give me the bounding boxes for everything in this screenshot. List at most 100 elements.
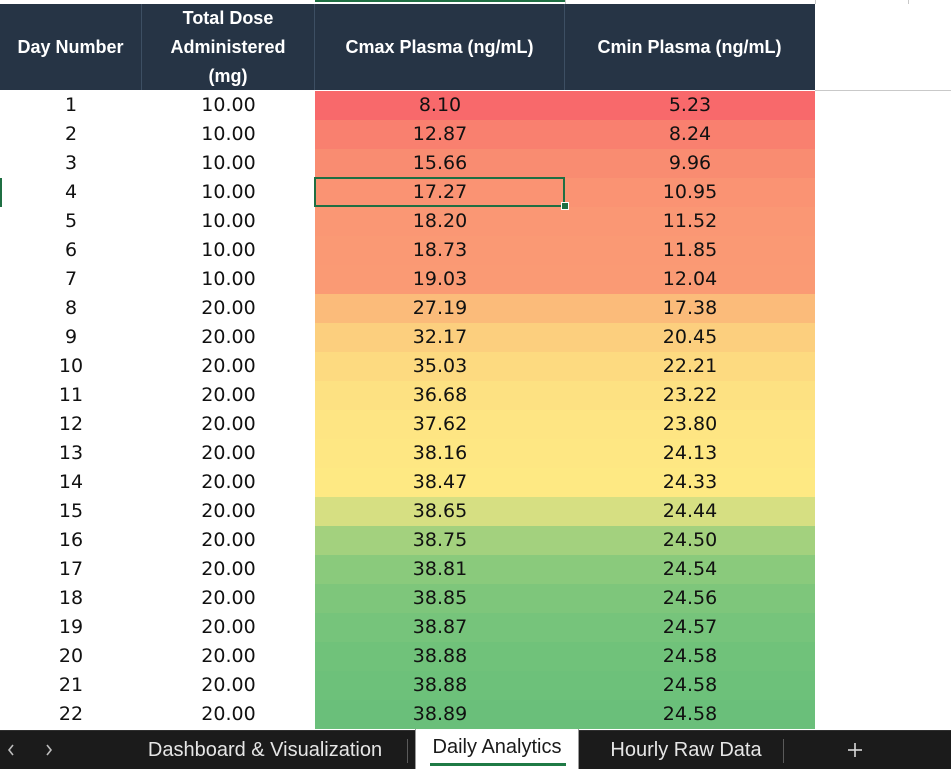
cell-day-number[interactable]: 15 <box>58 500 84 522</box>
cell-cmin-plasma[interactable]: 5.23 <box>565 91 815 120</box>
cell-cmin-plasma[interactable]: 10.95 <box>565 178 815 207</box>
cell-cmax-plasma[interactable]: 38.88 <box>315 642 565 671</box>
cell-day-number[interactable]: 3 <box>64 152 78 174</box>
cell-cmax-plasma[interactable]: 19.03 <box>315 265 565 294</box>
cell-total-dose[interactable]: 20.00 <box>201 442 256 464</box>
cell-cmin-plasma[interactable]: 11.85 <box>565 236 815 265</box>
cell-day-number[interactable]: 2 <box>64 123 78 145</box>
chevron-right-icon[interactable] <box>38 731 60 769</box>
cell-cmin-plasma[interactable]: 24.58 <box>565 700 815 729</box>
cell-cmin-plasma[interactable]: 20.45 <box>565 323 815 352</box>
cell-cmax-plasma[interactable]: 32.17 <box>315 323 565 352</box>
cell-cmin-plasma[interactable]: 17.38 <box>565 294 815 323</box>
cell-day-number[interactable]: 14 <box>58 471 84 493</box>
cell-total-dose[interactable]: 20.00 <box>201 500 256 522</box>
cell-cmin-plasma[interactable]: 24.33 <box>565 468 815 497</box>
cell-total-dose[interactable]: 20.00 <box>201 674 256 696</box>
cell-total-dose[interactable]: 20.00 <box>201 471 256 493</box>
cell-cmax-plasma[interactable]: 36.68 <box>315 381 565 410</box>
cell-cmax-plasma[interactable]: 38.88 <box>315 671 565 700</box>
cell-total-dose[interactable]: 20.00 <box>201 413 256 435</box>
cell-day-number[interactable]: 11 <box>58 384 84 406</box>
cell-cmin-plasma[interactable]: 23.22 <box>565 381 815 410</box>
cell-cmax-plasma[interactable]: 18.73 <box>315 236 565 265</box>
cell-cmin-plasma[interactable]: 8.24 <box>565 120 815 149</box>
cell-day-number[interactable]: 4 <box>64 181 78 203</box>
cell-total-dose[interactable]: 20.00 <box>201 297 256 319</box>
cell-day-number[interactable]: 16 <box>58 529 84 551</box>
cell-cmax-plasma[interactable]: 18.20 <box>315 207 565 236</box>
cell-cmin-plasma[interactable]: 24.58 <box>565 671 815 700</box>
cell-cmax-plasma[interactable]: 12.87 <box>315 120 565 149</box>
cell-total-dose[interactable]: 20.00 <box>201 355 256 377</box>
cell-day-number[interactable]: 1 <box>64 94 78 116</box>
cell-total-dose[interactable]: 20.00 <box>201 384 256 406</box>
cell-total-dose[interactable]: 10.00 <box>201 123 256 145</box>
cell-cmax-plasma[interactable]: 38.16 <box>315 439 565 468</box>
cell-cmax-plasma[interactable]: 35.03 <box>315 352 565 381</box>
header-cmin-plasma[interactable]: Cmin Plasma (ng/mL) <box>565 4 815 90</box>
header-day-number[interactable]: Day Number <box>0 4 142 90</box>
cell-day-number[interactable]: 21 <box>58 674 84 696</box>
cell-day-number[interactable]: 5 <box>64 210 78 232</box>
cell-cmin-plasma[interactable]: 22.21 <box>565 352 815 381</box>
header-cmax-plasma[interactable]: Cmax Plasma (ng/mL) <box>315 4 565 90</box>
header-total-dose[interactable]: Total Dose Administered (mg) <box>142 4 315 90</box>
cell-cmax-plasma[interactable]: 8.10 <box>315 91 565 120</box>
cell-cmax-plasma[interactable]: 27.19 <box>315 294 565 323</box>
cell-day-number[interactable]: 6 <box>64 239 78 261</box>
cell-cmin-plasma[interactable]: 24.58 <box>565 642 815 671</box>
cell-total-dose[interactable]: 10.00 <box>201 152 256 174</box>
cell-total-dose[interactable]: 20.00 <box>201 558 256 580</box>
cell-total-dose[interactable]: 20.00 <box>201 645 256 667</box>
cell-cmin-plasma[interactable]: 24.57 <box>565 613 815 642</box>
cell-day-number[interactable]: 20 <box>58 645 84 667</box>
cell-total-dose[interactable]: 20.00 <box>201 529 256 551</box>
cell-cmin-plasma[interactable]: 23.80 <box>565 410 815 439</box>
tab-dashboard-visualization[interactable]: Dashboard & Visualization <box>130 731 400 769</box>
cell-day-number[interactable]: 12 <box>58 413 84 435</box>
cell-cmin-plasma[interactable]: 24.56 <box>565 584 815 613</box>
cell-cmax-plasma[interactable]: 15.66 <box>315 149 565 178</box>
cell-cmin-plasma[interactable]: 24.13 <box>565 439 815 468</box>
cell-total-dose[interactable]: 10.00 <box>201 181 256 203</box>
cell-cmax-plasma[interactable]: 17.27 <box>315 178 565 207</box>
cell-cmax-plasma[interactable]: 37.62 <box>315 410 565 439</box>
tab-hourly-raw-data[interactable]: Hourly Raw Data <box>596 731 776 769</box>
cell-cmax-plasma[interactable]: 38.87 <box>315 613 565 642</box>
cell-total-dose[interactable]: 10.00 <box>201 268 256 290</box>
cell-day-number[interactable]: 17 <box>58 558 84 580</box>
cell-cmax-plasma[interactable]: 38.75 <box>315 526 565 555</box>
cell-day-number[interactable]: 9 <box>64 326 78 348</box>
cell-cmin-plasma[interactable]: 24.50 <box>565 526 815 555</box>
cell-cmin-plasma[interactable]: 24.54 <box>565 555 815 584</box>
cell-total-dose[interactable]: 20.00 <box>201 587 256 609</box>
cell-day-number[interactable]: 18 <box>58 587 84 609</box>
plus-icon[interactable] <box>838 731 872 769</box>
cell-total-dose[interactable]: 10.00 <box>201 239 256 261</box>
cell-day-number[interactable]: 8 <box>64 297 78 319</box>
tab-daily-analytics[interactable]: Daily Analytics <box>415 729 579 769</box>
cell-day-number[interactable]: 7 <box>64 268 78 290</box>
cell-cmax-plasma[interactable]: 38.85 <box>315 584 565 613</box>
cell-total-dose[interactable]: 20.00 <box>201 326 256 348</box>
cell-total-dose[interactable]: 10.00 <box>201 94 256 116</box>
cell-cmax-plasma[interactable]: 38.65 <box>315 497 565 526</box>
cell-total-dose[interactable]: 20.00 <box>201 616 256 638</box>
cell-cmax-plasma[interactable]: 38.81 <box>315 555 565 584</box>
cell-cmin-plasma[interactable]: 9.96 <box>565 149 815 178</box>
chevron-left-icon[interactable] <box>0 731 22 769</box>
cell-cmax-plasma[interactable]: 38.89 <box>315 700 565 729</box>
cell-cmin-plasma[interactable]: 24.44 <box>565 497 815 526</box>
cell-day-number[interactable]: 10 <box>58 355 84 377</box>
cell-cmin-plasma[interactable]: 11.52 <box>565 207 815 236</box>
spreadsheet-grid[interactable]: Day Number Total Dose Administered (mg) … <box>0 0 951 730</box>
cell-day-number[interactable]: 13 <box>58 442 84 464</box>
fill-handle[interactable] <box>561 202 569 210</box>
cell-total-dose[interactable]: 10.00 <box>201 210 256 232</box>
cell-cmax-plasma[interactable]: 38.47 <box>315 468 565 497</box>
cell-total-dose[interactable]: 20.00 <box>201 703 256 725</box>
cell-cmin-plasma[interactable]: 12.04 <box>565 265 815 294</box>
cell-day-number[interactable]: 22 <box>58 703 84 725</box>
cell-day-number[interactable]: 19 <box>58 616 84 638</box>
